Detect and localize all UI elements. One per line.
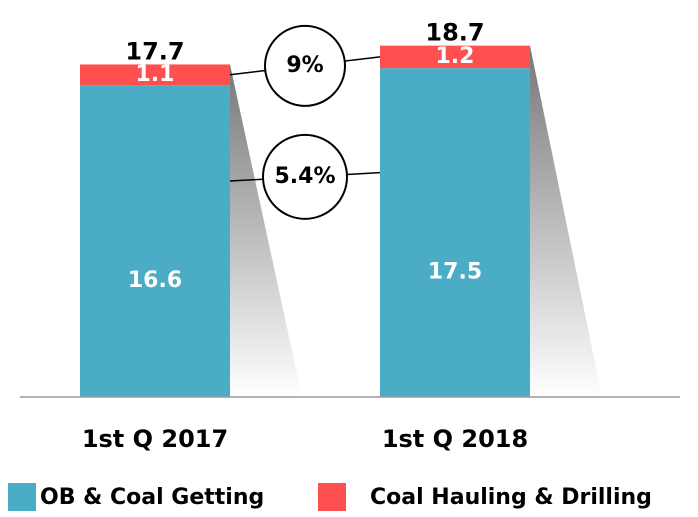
x-tick-label: 1st Q 2017: [82, 425, 228, 453]
bar-segment: [80, 85, 230, 398]
annotation: 5.4%: [274, 164, 335, 189]
annotation: 9%: [286, 53, 323, 78]
legend-label: Coal Hauling & Drilling: [370, 485, 652, 510]
bar-segment: [80, 64, 230, 86]
total-label: 18.7: [425, 19, 484, 47]
legend-label: OB & Coal Getting: [40, 485, 264, 510]
value-label: 1.1: [136, 62, 175, 87]
total-label: 17.7: [125, 37, 184, 65]
legend-swatch: [318, 483, 346, 511]
value-label: 16.6: [128, 268, 182, 293]
x-tick-label: 1st Q 2018: [382, 425, 528, 453]
bar-shadow: [530, 45, 602, 397]
annotation-circle: [264, 24, 346, 107]
bar-shadow: [230, 64, 302, 397]
bar-segment: [380, 45, 530, 69]
value-label: 17.5: [428, 260, 482, 285]
annotation-circle: [262, 133, 348, 220]
value-label: 1.2: [436, 44, 475, 69]
legend-swatch: [8, 483, 36, 511]
bar-segment: [380, 68, 530, 398]
